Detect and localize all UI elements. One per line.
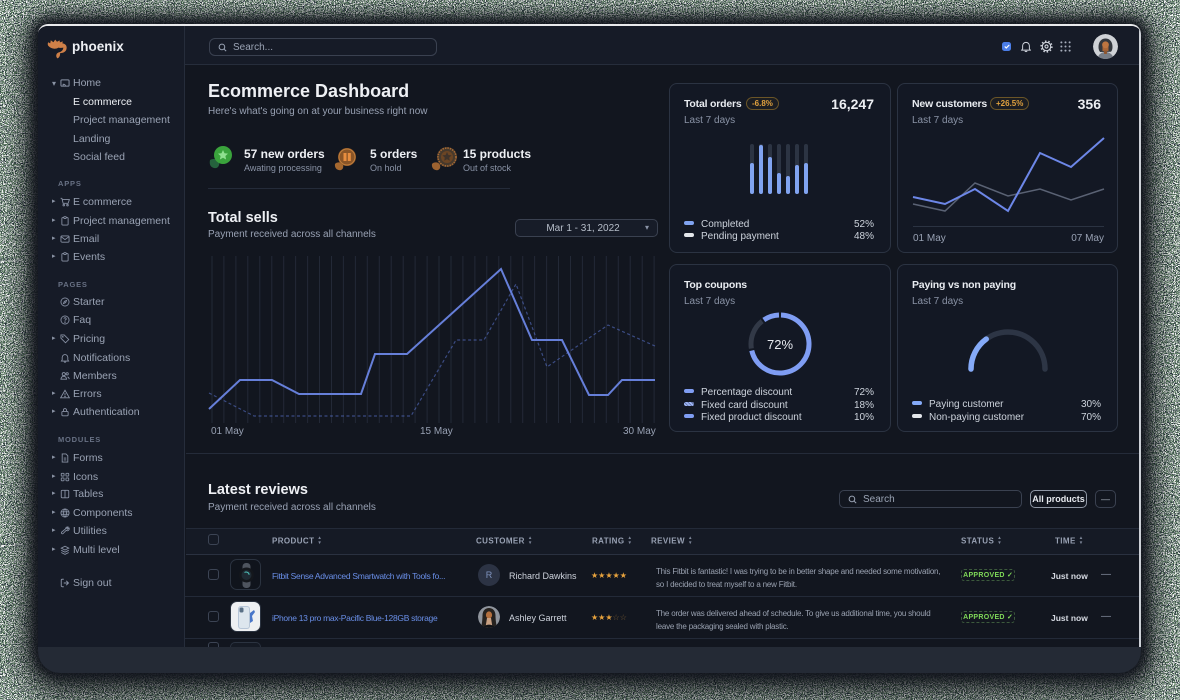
svg-text:30 May: 30 May <box>623 426 656 437</box>
svg-text:15 May: 15 May <box>420 426 453 437</box>
svg-text:07 May: 07 May <box>1071 233 1104 244</box>
svg-text:01 May: 01 May <box>211 426 244 437</box>
svg-text:01 May: 01 May <box>913 233 946 244</box>
svg-text:72%: 72% <box>767 337 793 352</box>
